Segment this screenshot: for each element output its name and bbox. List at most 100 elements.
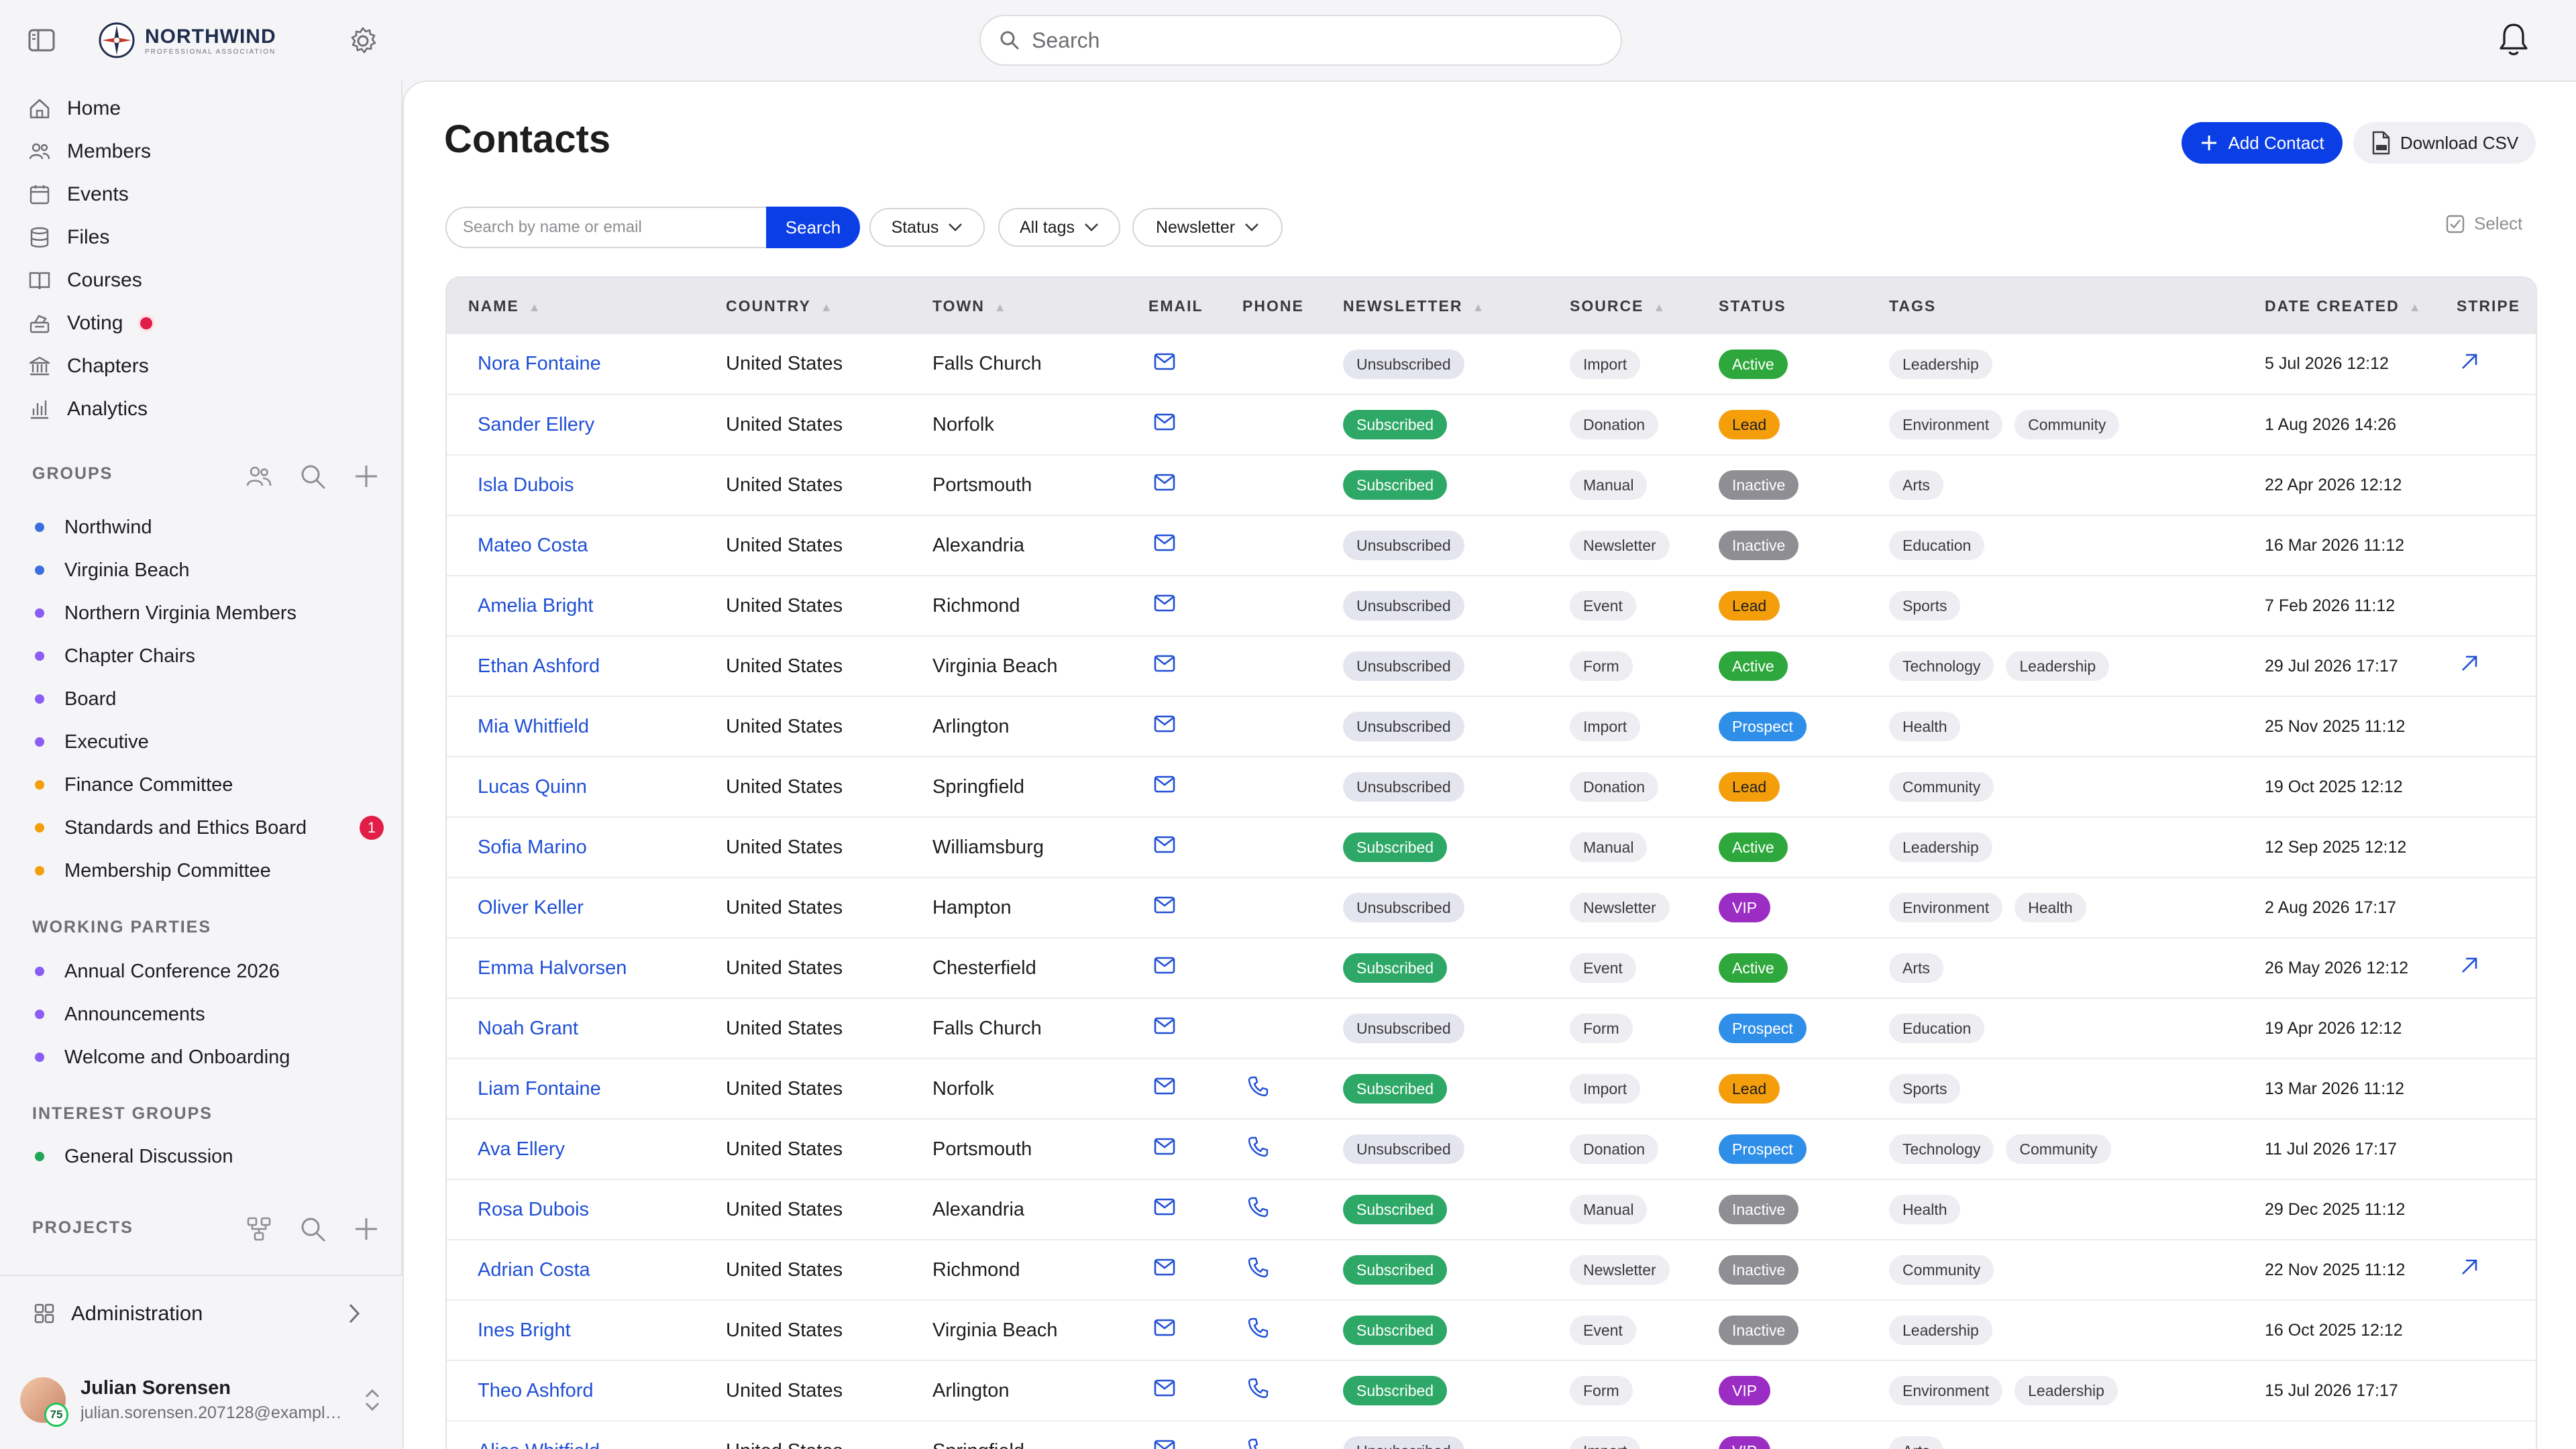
contact-name-link[interactable]: Theo Ashford: [478, 1379, 594, 1401]
email-icon[interactable]: [1154, 353, 1175, 370]
phone-icon[interactable]: [1248, 1256, 1269, 1278]
nav-item-analytics[interactable]: Analytics: [27, 388, 389, 431]
contact-name-link[interactable]: Ines Bright: [478, 1319, 571, 1341]
status-filter-dropdown[interactable]: Status: [869, 208, 985, 247]
working-party-item[interactable]: Annual Conference 2026: [35, 950, 390, 993]
email-icon[interactable]: [1154, 655, 1175, 672]
administration-link[interactable]: Administration: [32, 1301, 381, 1326]
phone-icon[interactable]: [1248, 1317, 1269, 1338]
table-row[interactable]: Mateo Costa United States Alexandria Unsubs…: [447, 515, 2536, 576]
group-item[interactable]: Northwind: [35, 506, 390, 549]
global-search-input[interactable]: [1032, 28, 1568, 53]
group-item[interactable]: Finance Committee: [35, 763, 390, 806]
email-icon[interactable]: [1154, 1198, 1175, 1216]
contact-name-link[interactable]: Sander Ellery: [478, 413, 595, 435]
external-link-icon[interactable]: [2459, 352, 2479, 372]
group-members-icon[interactable]: [244, 462, 274, 491]
email-icon[interactable]: [1154, 1017, 1175, 1034]
nav-item-members[interactable]: Members: [27, 130, 389, 173]
column-header-country[interactable]: COUNTRY ▲: [726, 297, 834, 315]
nav-item-files[interactable]: Files: [27, 216, 389, 259]
contact-name-link[interactable]: Lucas Quinn: [478, 775, 587, 798]
column-header-source[interactable]: SOURCE ▲: [1570, 297, 1667, 315]
nav-item-events[interactable]: Events: [27, 173, 389, 216]
email-icon[interactable]: [1154, 1077, 1175, 1095]
contact-search-button[interactable]: Search: [766, 207, 860, 248]
working-party-item[interactable]: Announcements: [35, 993, 390, 1036]
notifications-bell-icon[interactable]: [2496, 21, 2532, 58]
table-row[interactable]: Isla Dubois United States Portsmouth Subscr…: [447, 455, 2536, 515]
group-item[interactable]: Executive: [35, 720, 390, 763]
table-row[interactable]: Liam Fontaine United States Norfolk Subscri…: [447, 1059, 2536, 1119]
group-item[interactable]: Standards and Ethics Board 1: [35, 806, 390, 849]
interest-group-item[interactable]: General Discussion: [35, 1135, 390, 1178]
nav-item-courses[interactable]: Courses: [27, 259, 389, 302]
add-contact-button[interactable]: Add Contact: [2182, 122, 2343, 164]
contact-name-link[interactable]: Amelia Bright: [478, 594, 594, 616]
contact-name-link[interactable]: Alice Whitfield: [447, 1421, 704, 1449]
global-search[interactable]: [979, 15, 1622, 66]
phone-icon[interactable]: [1248, 1438, 1269, 1449]
external-link-icon[interactable]: [2459, 955, 2479, 975]
project-tree-icon[interactable]: [244, 1214, 274, 1244]
contact-name-link[interactable]: Adrian Costa: [478, 1258, 590, 1281]
external-link-icon[interactable]: [2459, 653, 2479, 674]
email-icon[interactable]: [1154, 775, 1175, 793]
tags-filter-dropdown[interactable]: All tags: [998, 208, 1120, 247]
table-row[interactable]: Sander Ellery United States Norfolk Subscri…: [447, 394, 2536, 455]
group-item[interactable]: Membership Committee: [35, 849, 390, 892]
select-toggle[interactable]: Select: [2446, 213, 2522, 234]
table-row[interactable]: Ava Ellery United States Portsmouth Unsubsc…: [447, 1119, 2536, 1179]
column-header-town[interactable]: TOWN ▲: [932, 297, 1008, 315]
contact-name-link[interactable]: Noah Grant: [478, 1017, 578, 1039]
contact-name-link[interactable]: Sofia Marino: [478, 836, 587, 858]
table-row[interactable]: Ines Bright United States Virginia Beach Su…: [447, 1300, 2536, 1360]
contact-search-input[interactable]: [445, 207, 767, 248]
brand-logo[interactable]: NORTHWIND PROFESSIONAL ASSOCIATION: [98, 21, 276, 59]
group-item[interactable]: Chapter Chairs: [35, 635, 390, 678]
contact-name-link[interactable]: Rosa Dubois: [478, 1198, 590, 1220]
phone-icon[interactable]: [1248, 1075, 1269, 1097]
settings-gear-icon[interactable]: [346, 24, 380, 58]
email-icon[interactable]: [1154, 413, 1175, 431]
email-icon[interactable]: [1154, 836, 1175, 853]
contact-name-link[interactable]: Nora Fontaine: [478, 353, 601, 374]
sidebar-toggle-icon[interactable]: [27, 27, 56, 54]
table-row[interactable]: Nora Fontaine United States Falls Church Un…: [447, 334, 2536, 394]
table-row[interactable]: Ethan Ashford United States Virginia Beach…: [447, 636, 2536, 696]
contact-name-link[interactable]: Ethan Ashford: [478, 655, 600, 677]
email-icon[interactable]: [1154, 1138, 1175, 1155]
user-menu[interactable]: 75 Julian Sorensen julian.sorensen.20712…: [20, 1366, 382, 1434]
group-item[interactable]: Northern Virginia Members: [35, 592, 390, 635]
group-item[interactable]: Board: [35, 678, 390, 720]
table-row[interactable]: Mia Whitfield United States Arlington Unsub…: [447, 696, 2536, 757]
contact-name-link[interactable]: Emma Halvorsen: [478, 957, 627, 979]
column-header-newsletter[interactable]: NEWSLETTER ▲: [1343, 297, 1486, 315]
table-row[interactable]: Emma Halvorsen United States Chesterfield S…: [447, 938, 2536, 998]
nav-item-chapters[interactable]: Chapters: [27, 345, 389, 388]
phone-icon[interactable]: [1248, 1196, 1269, 1218]
working-party-item[interactable]: Welcome and Onboarding: [35, 1036, 390, 1079]
email-icon[interactable]: [1154, 1440, 1175, 1449]
contact-name-link[interactable]: Mia Whitfield: [478, 715, 589, 737]
email-icon[interactable]: [1154, 594, 1175, 612]
table-row[interactable]: Oliver Keller United States Hampton Unsubsc…: [447, 877, 2536, 938]
newsletter-filter-dropdown[interactable]: Newsletter: [1132, 208, 1283, 247]
contact-name-link[interactable]: Oliver Keller: [478, 896, 584, 918]
email-icon[interactable]: [1154, 957, 1175, 974]
contact-name-link[interactable]: Isla Dubois: [478, 474, 574, 496]
email-icon[interactable]: [1154, 715, 1175, 733]
table-row[interactable]: Sofia Marino United States Williamsburg Sub…: [447, 817, 2536, 877]
nav-item-voting[interactable]: Voting: [27, 302, 389, 345]
table-row[interactable]: Lucas Quinn United States Springfield Unsub…: [447, 757, 2536, 817]
phone-icon[interactable]: [1248, 1377, 1269, 1399]
column-header-date-created[interactable]: DATE CREATED ▲: [2265, 297, 2422, 315]
search-projects-icon[interactable]: [298, 1214, 327, 1244]
table-row[interactable]: Amelia Bright United States Richmond Unsubs…: [447, 576, 2536, 636]
download-csv-button[interactable]: Download CSV: [2353, 122, 2536, 164]
table-row[interactable]: Noah Grant United States Falls Church Unsub…: [447, 998, 2536, 1059]
nav-item-home[interactable]: Home: [27, 87, 389, 130]
external-link-icon[interactable]: [2459, 1257, 2479, 1277]
table-row[interactable]: Theo Ashford United States Arlington Subscr…: [447, 1360, 2536, 1421]
search-groups-icon[interactable]: [298, 462, 327, 491]
